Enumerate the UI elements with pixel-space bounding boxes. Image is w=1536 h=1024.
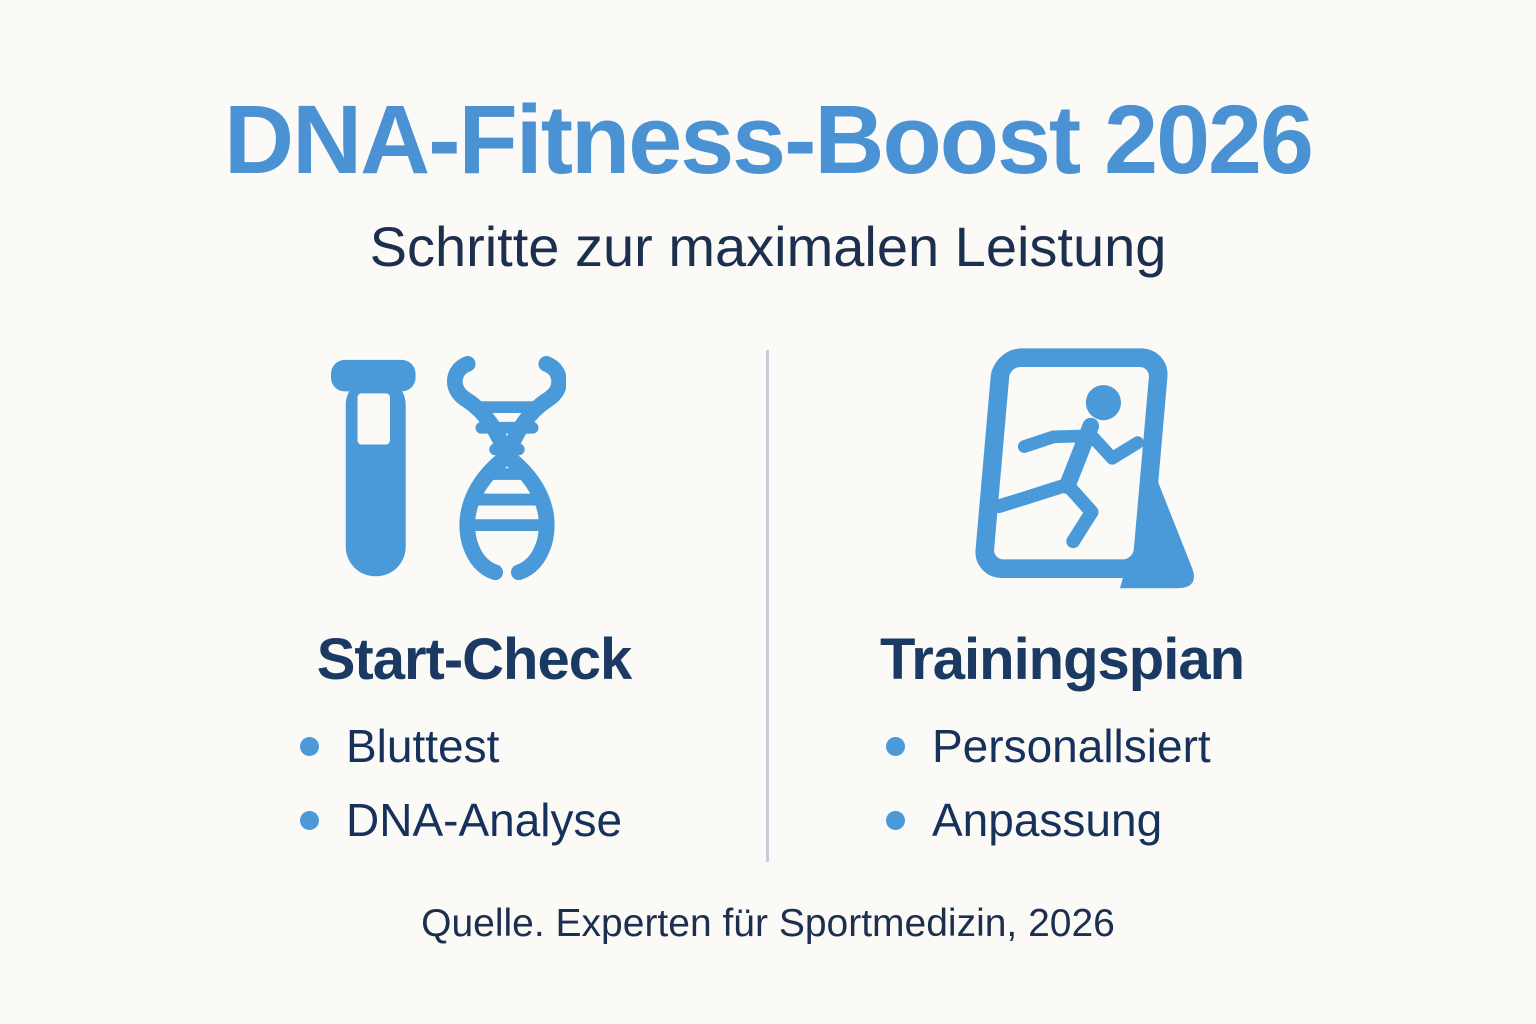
bullet-dot: [886, 736, 905, 756]
bullet-list-right: Personallsiert Anpassung: [886, 720, 1211, 870]
list-item: Bluttest: [300, 720, 622, 772]
list-item: Personallsiert: [886, 720, 1211, 772]
source-caption: Quelle. Experten für Sportmedizin, 2026: [421, 902, 1115, 945]
page-subtitle: Schritte zur maximalen Leistung: [369, 215, 1167, 278]
runner-front-leg: [1060, 477, 1099, 549]
column-heading-start-check: Start-Check: [316, 627, 633, 692]
test-tube-dna-icon: [330, 356, 566, 581]
runner-plan-svg: [975, 348, 1194, 589]
bullet-dot: [300, 736, 319, 756]
bullet-dot: [300, 810, 319, 830]
column-divider: [766, 350, 769, 862]
runner-head: [1085, 385, 1122, 421]
bullet-label: DNA-Analyse: [346, 794, 623, 846]
tube-window: [357, 393, 390, 445]
bullet-dot: [886, 810, 905, 830]
bullet-label: Personallsiert: [932, 720, 1211, 772]
bullet-label: Bluttest: [346, 720, 500, 772]
runner-back-arm: [1017, 429, 1096, 453]
list-item: DNA-Analyse: [300, 794, 623, 846]
runner-back-leg: [992, 477, 1075, 514]
test-tube-dna-svg: [330, 356, 566, 581]
bullet-label: Anpassung: [932, 794, 1163, 846]
column-heading-trainingsplan: Trainingspian: [879, 627, 1245, 692]
runner-plan-icon: [952, 344, 1206, 593]
list-item: Anpassung: [886, 794, 1211, 846]
bullet-list-left: Bluttest DNA-Analyse: [300, 720, 623, 870]
page-title: DNA-Fitness-Boost 2026: [224, 85, 1314, 194]
runner-front-arm: [1084, 428, 1144, 465]
dna-strand-right: [499, 356, 566, 581]
